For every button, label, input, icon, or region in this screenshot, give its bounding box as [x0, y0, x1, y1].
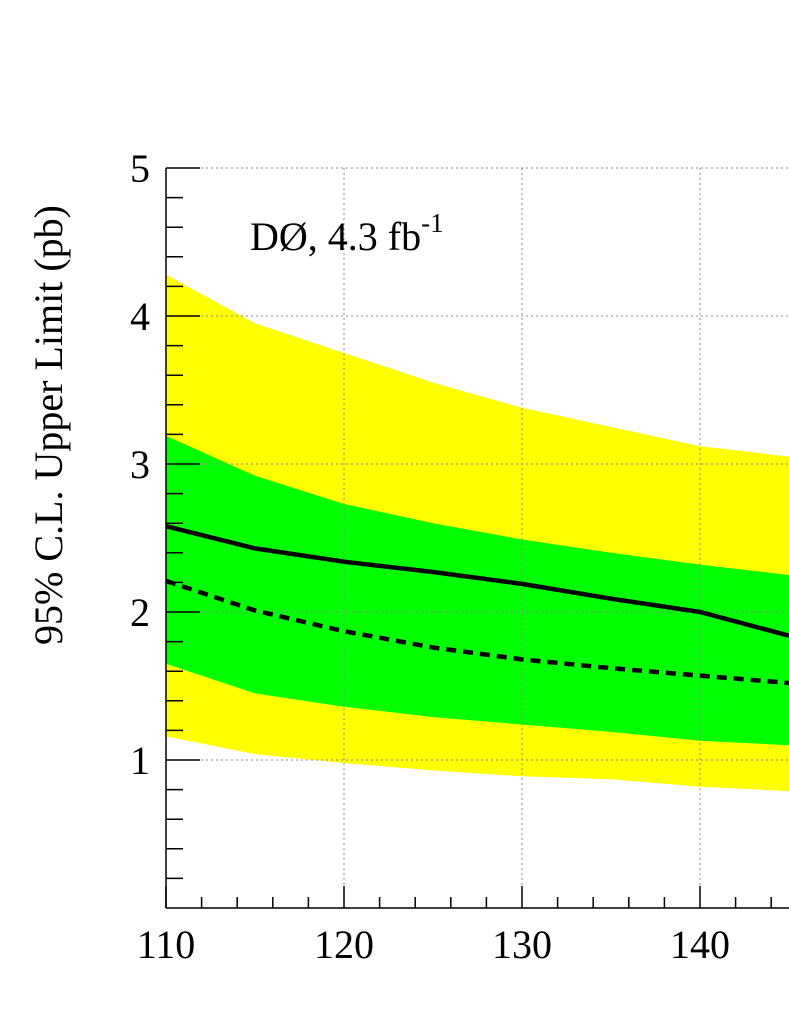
grid-lines	[166, 167, 789, 908]
experiment-annotation: DØ, 4.3 fb-1	[250, 208, 444, 259]
annotation-main: DØ, 4.3 fb	[250, 214, 421, 259]
x-tick-label: 130	[492, 922, 552, 967]
y-axis-label: 95% C.L. Upper Limit (pb)	[26, 205, 71, 645]
y-tick-label: 3	[130, 442, 150, 487]
limit-lines	[165, 524, 789, 686]
observed-limit-line	[165, 524, 789, 638]
expected-limit-line	[165, 578, 789, 686]
x-tick-label: 120	[314, 922, 374, 967]
tick-labels: 1 2 3 4 5 110 120 130 140	[130, 146, 730, 967]
y-tick-label: 4	[130, 294, 150, 339]
x-tick-label: 140	[670, 922, 730, 967]
annotation-superscript: -1	[421, 208, 444, 238]
x-tick-label: 110	[137, 922, 196, 967]
y-tick-label: 2	[130, 590, 150, 635]
uncertainty-bands	[166, 274, 789, 792]
y-tick-label: 5	[130, 146, 150, 191]
axes	[165, 167, 789, 909]
y-tick-label: 1	[130, 738, 150, 783]
